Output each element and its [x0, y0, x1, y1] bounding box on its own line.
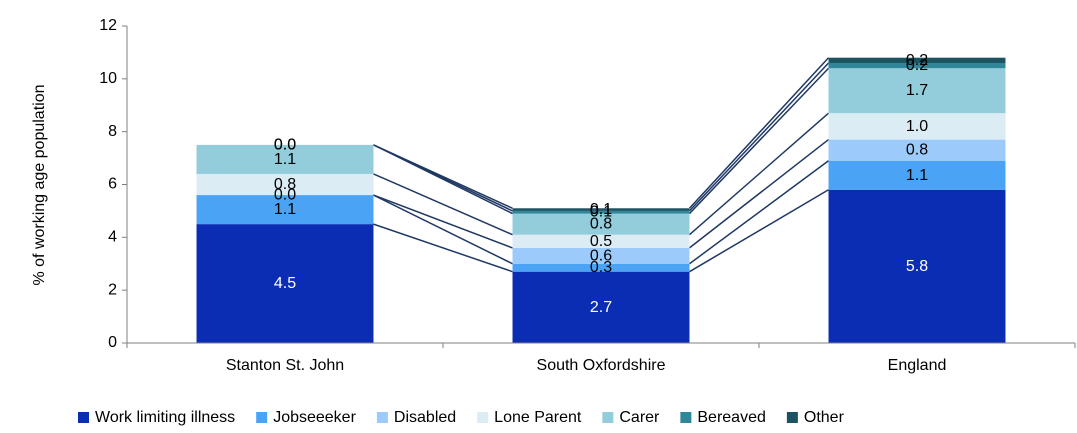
bars [196, 57, 1006, 343]
series-line [688, 112, 830, 236]
legend-label: Lone Parent [494, 409, 582, 426]
legend-swatch [602, 412, 614, 423]
bar-segment [512, 210, 690, 214]
legend-label: Jobseeeker [273, 409, 356, 426]
legend-label: Bereaved [697, 409, 766, 426]
legend-swatch [786, 412, 798, 423]
data-label: 0.3 [590, 259, 612, 276]
data-label: 1.1 [274, 201, 296, 218]
bar-segment [196, 195, 374, 225]
data-label: 1.0 [906, 118, 928, 135]
data-labels: 4.52.75.81.10.31.10.00.60.80.80.51.01.10… [274, 52, 928, 316]
data-label: 0.2 [906, 52, 928, 69]
y-tick-label: 4 [108, 229, 117, 246]
series-line [688, 62, 830, 212]
y-tick-label: 10 [99, 70, 117, 87]
series-line [689, 160, 829, 265]
legend-swatch [376, 412, 388, 423]
series-line [373, 194, 513, 249]
legend-swatch [78, 412, 89, 423]
y-tick-label: 8 [108, 123, 117, 140]
data-label: 4.5 [274, 275, 296, 292]
data-label: 1.1 [274, 151, 296, 168]
series-line [373, 223, 513, 273]
data-label: 0.1 [590, 201, 612, 218]
legend-swatch [477, 412, 489, 423]
legend: Work limiting illness Jobseeeker Disabled L… [78, 409, 845, 426]
y-tick-label: 12 [99, 17, 117, 34]
y-tick-label: 0 [108, 334, 117, 351]
bar-segment [512, 247, 690, 264]
bar-segment [512, 213, 690, 235]
data-label: 0.8 [590, 216, 612, 233]
series-line [688, 67, 830, 215]
bar-segment [512, 208, 690, 211]
data-label: 0.0 [274, 187, 296, 204]
series-line [373, 173, 513, 236]
bar-segment [828, 139, 1006, 161]
data-label: 0.1 [590, 204, 612, 221]
series-connector-lines [373, 57, 830, 273]
bar-segment [828, 189, 1006, 343]
data-label: 0.6 [590, 247, 612, 264]
legend-label: Disabled [394, 409, 456, 426]
bar-segment [196, 173, 374, 196]
x-tick-label: England [888, 357, 947, 374]
bar-segment [828, 160, 1006, 190]
data-label: 0.8 [906, 142, 928, 159]
x-tick-label: Stanton St. John [226, 357, 344, 374]
axes: 0 2 4 6 8 10 12 Stanton St. John South Oxfordshi… [99, 17, 1076, 374]
bar-segment [828, 57, 1006, 63]
data-label: 1.1 [906, 167, 928, 184]
legend-label: Work limiting illness [95, 409, 235, 426]
data-label: 0.0 [274, 136, 296, 153]
data-label: 0.2 [906, 57, 928, 74]
series-line [689, 138, 829, 249]
bar-segment [828, 62, 1006, 69]
data-label: 0.8 [274, 176, 296, 193]
y-tick-label: 6 [108, 176, 117, 193]
data-label: 0.0 [274, 136, 296, 153]
bar-segment [512, 234, 690, 248]
legend-swatch [256, 412, 268, 423]
data-label: 0.5 [590, 233, 612, 250]
data-label: 5.8 [906, 258, 928, 275]
series-line [689, 189, 829, 273]
bar-segment [196, 144, 374, 174]
y-axis-label: % of working age population [31, 84, 48, 285]
bar-segment [512, 263, 690, 272]
series-line [373, 144, 513, 209]
series-line [688, 57, 830, 209]
series-line [373, 194, 513, 265]
legend-label: Other [804, 409, 845, 426]
data-label: 1.7 [906, 82, 928, 99]
bar-segment [828, 68, 1006, 114]
bar-segment [196, 224, 374, 343]
legend-label: Carer [619, 409, 660, 426]
bar-segment [828, 113, 1006, 140]
legend-swatch [680, 412, 692, 423]
x-tick-label: South Oxfordshire [537, 357, 666, 374]
data-label: 2.7 [590, 299, 612, 316]
y-tick-label: 2 [108, 281, 117, 298]
bar-segment [512, 271, 690, 343]
